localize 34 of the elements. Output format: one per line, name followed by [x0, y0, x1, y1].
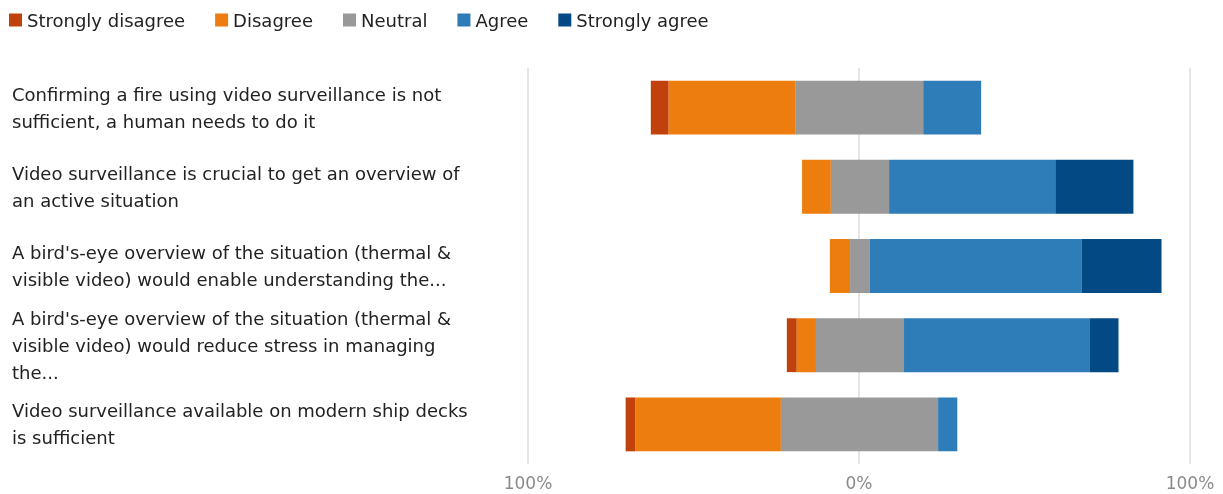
bar [923, 80, 982, 135]
bar [802, 159, 831, 214]
bar [796, 318, 816, 373]
y-tick-label: Video surveillance available on modern ship decks is sufficient [12, 400, 474, 449]
legend-label: Strongly agree [576, 9, 709, 31]
bar [795, 80, 924, 135]
bar [780, 397, 939, 452]
bar [815, 318, 905, 373]
legend-label: Disagree [233, 9, 313, 31]
bar [869, 239, 1082, 293]
legend-label: Neutral [360, 9, 428, 31]
bar [904, 318, 1090, 373]
bar [850, 239, 870, 293]
bar [668, 80, 796, 135]
x-tick-label: 100% [1165, 472, 1215, 493]
y-tick-label: Video surveillance is crucial to get an overview of an active situation [12, 162, 466, 211]
bar [1055, 159, 1134, 214]
legend-label: Agree [475, 9, 529, 31]
bar [829, 239, 851, 293]
bar [1081, 239, 1162, 293]
bar [650, 80, 669, 135]
x-tick-label: 0% [845, 472, 873, 493]
bar [635, 397, 781, 452]
bar [938, 397, 958, 452]
bar [625, 397, 636, 452]
y-tick-label: A bird's-eye overview of the situation (thermal & visible video) would enable understanding the... [12, 242, 457, 290]
legend-label: Strongly disagree [27, 9, 186, 31]
y-tick-label: A bird's-eye overview of the situation (thermal & visible video) would reduce stress in managing the... [12, 307, 457, 383]
y-tick-label: Confirming a fire using video surveillance is not sufficient, a human needs to do it [12, 83, 447, 132]
bar [1089, 318, 1119, 373]
bar [889, 159, 1056, 214]
x-tick-label: 100% [503, 472, 553, 493]
bar [786, 318, 797, 373]
bar [830, 159, 890, 214]
